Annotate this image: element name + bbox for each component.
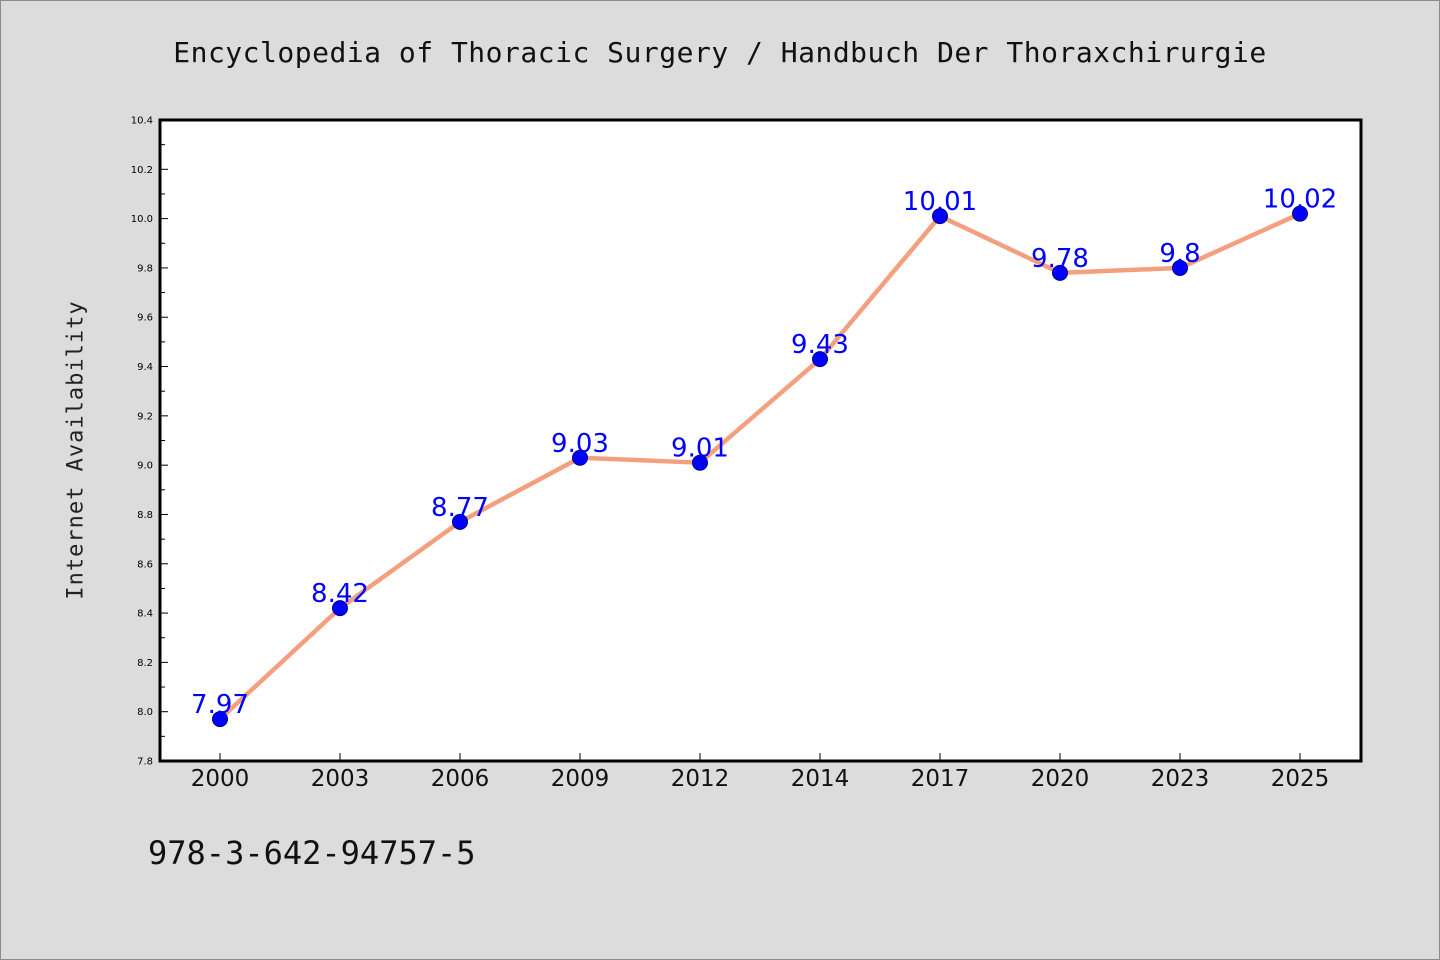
data-point (812, 351, 828, 368)
chart-title: Encyclopedia of Thoracic Surgery / Handb… (173, 36, 1267, 69)
data-point (1172, 259, 1188, 276)
data-label: 9.43 (791, 330, 849, 360)
y-tick-label: 7.8 (137, 757, 153, 768)
y-tick-label: 10.0 (131, 214, 153, 225)
data-label: 9.8 (1159, 239, 1200, 269)
data-point (572, 449, 588, 466)
x-tick-label: 2014 (791, 766, 850, 792)
data-point (692, 454, 708, 471)
y-tick-label: 8.8 (137, 510, 153, 521)
x-tick-label: 2009 (551, 766, 610, 792)
data-label: 8.42 (311, 579, 369, 609)
data-point (1052, 264, 1068, 281)
data-point (332, 600, 348, 617)
y-tick-label: 8.6 (137, 559, 153, 570)
data-label: 9.03 (551, 429, 609, 459)
plot-border (158, 118, 1363, 763)
data-label: 10.01 (903, 187, 977, 217)
y-tick-label: 9.4 (137, 362, 153, 373)
data-label: 7.97 (191, 690, 249, 720)
y-tick-label: 9.6 (137, 313, 153, 324)
data-label: 10.02 (1263, 185, 1337, 215)
data-point (212, 711, 228, 728)
data-point (932, 208, 948, 225)
y-tick-label: 8.4 (137, 609, 153, 620)
y-tick-label: 8.2 (137, 658, 153, 669)
x-tick-label: 2023 (1151, 766, 1210, 792)
plot-area (160, 120, 1361, 761)
x-tick-label: 2025 (1271, 766, 1330, 792)
series-line (217, 211, 1303, 722)
data-point (452, 513, 468, 530)
x-tick-label: 2012 (671, 766, 730, 792)
x-tick-label: 2020 (1031, 766, 1090, 792)
y-tick-label: 9.2 (137, 411, 153, 422)
x-tick-label: 2000 (191, 766, 250, 792)
isbn-text: 978-3-642-94757-5 (148, 834, 476, 872)
data-point (1292, 205, 1308, 222)
y-tick-label: 10.2 (131, 165, 153, 176)
y-tick-label: 9.8 (137, 263, 153, 274)
y-tick-label: 10.4 (131, 116, 153, 127)
x-tick-label: 2003 (311, 766, 370, 792)
data-label: 8.77 (431, 493, 489, 523)
y-tick-label: 9.0 (137, 461, 153, 472)
data-label: 9.01 (671, 434, 729, 464)
y-tick-label: 8.0 (137, 707, 153, 718)
x-tick-label: 2006 (431, 766, 490, 792)
x-tick-label: 2017 (911, 766, 970, 792)
data-label: 9.78 (1031, 244, 1089, 274)
